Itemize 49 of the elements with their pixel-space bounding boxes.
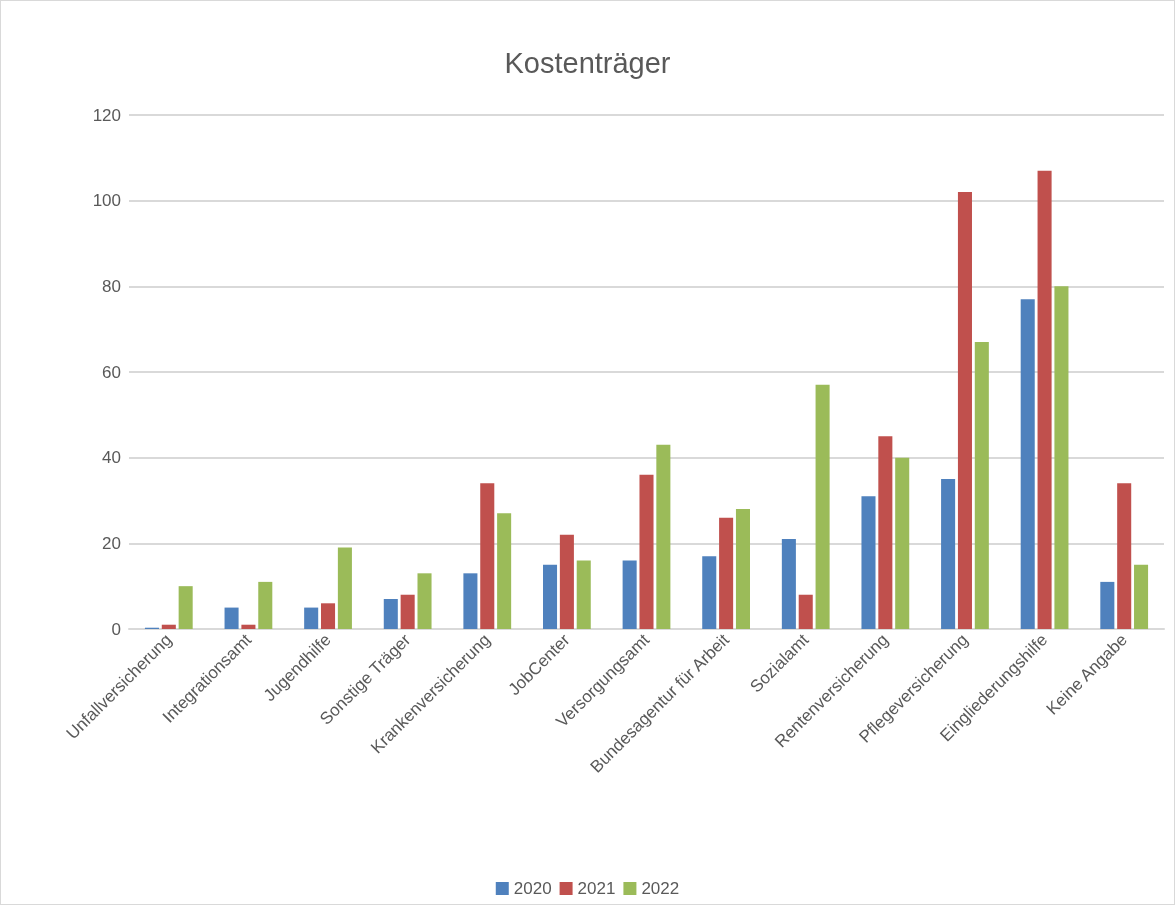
bar (781, 539, 796, 629)
bar (1134, 564, 1149, 629)
y-tick-label: 120 (92, 105, 121, 125)
bar (576, 560, 591, 629)
bar (543, 564, 558, 629)
legend-label: 2021 (577, 879, 616, 898)
bar (559, 534, 574, 629)
y-tick-label: 40 (102, 448, 121, 468)
bar (1100, 581, 1115, 629)
bar (480, 483, 495, 629)
bar (304, 607, 319, 629)
bar (639, 474, 654, 629)
chart-title: Kostenträger (504, 46, 671, 79)
bar (258, 581, 273, 629)
bar (895, 457, 910, 629)
y-tick-label: 20 (102, 533, 121, 553)
bar (941, 479, 956, 629)
bar (241, 624, 256, 629)
legend-label: 2020 (513, 879, 552, 898)
bar (417, 573, 432, 629)
bar (861, 496, 876, 629)
bar (383, 599, 398, 629)
y-tick-label: 0 (111, 619, 121, 639)
bar (1117, 483, 1132, 629)
bar (1020, 299, 1035, 629)
bar (1037, 170, 1052, 629)
y-tick-label: 60 (102, 362, 121, 382)
y-tick-label: 80 (102, 276, 121, 296)
bar (702, 556, 717, 629)
bar (735, 509, 750, 629)
bar (400, 594, 415, 629)
bar (1054, 286, 1069, 629)
bar (224, 607, 239, 629)
bar (798, 594, 813, 629)
y-tick-label: 100 (92, 191, 121, 211)
bar (161, 624, 176, 629)
bar (974, 342, 989, 629)
bar (815, 384, 830, 629)
bar (878, 436, 893, 629)
legend-label: 2022 (641, 879, 680, 898)
bar (337, 547, 352, 629)
bar (497, 513, 512, 629)
bar (622, 560, 637, 629)
bar (321, 603, 336, 629)
bar (656, 444, 671, 629)
bar (178, 586, 193, 629)
bar (957, 192, 972, 629)
bar (719, 517, 734, 629)
bar (463, 573, 478, 629)
